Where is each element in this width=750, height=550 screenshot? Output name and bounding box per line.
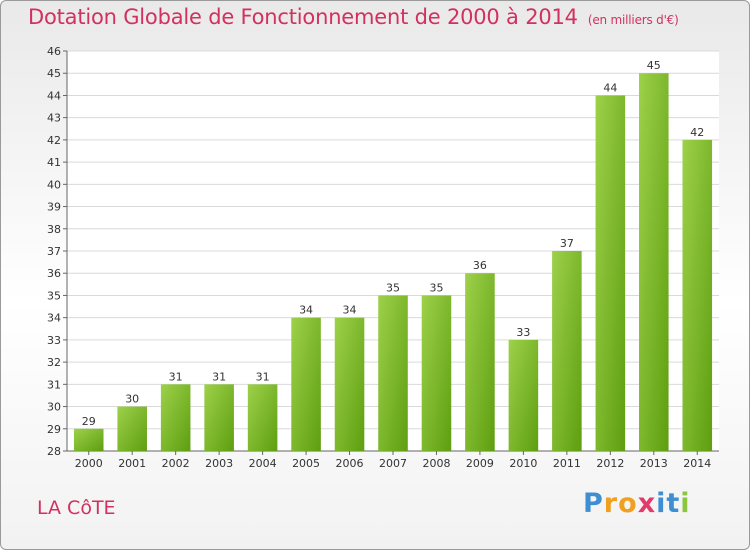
y-tick-label: 33 (47, 334, 61, 347)
brand-letter: i (656, 488, 667, 519)
bar (552, 251, 582, 451)
brand-letter: x (637, 488, 657, 519)
bar-value-label: 42 (690, 126, 704, 139)
bar (117, 406, 147, 451)
brand-letter: o (618, 488, 638, 519)
bar (247, 384, 278, 451)
x-tick-label: 2004 (249, 457, 277, 470)
bar-value-label: 34 (343, 304, 357, 317)
x-tick-label: 2009 (466, 457, 494, 470)
y-tick-label: 29 (47, 423, 61, 436)
brand-logo: Proxiti (583, 488, 691, 519)
bar-value-label: 35 (429, 281, 443, 294)
x-tick-label: 2002 (162, 457, 190, 470)
y-tick-label: 34 (47, 312, 61, 325)
chart-title-main: Dotation Globale de Fonctionnement de 20… (28, 5, 578, 29)
y-tick-label: 39 (47, 201, 61, 214)
y-tick-label: 30 (47, 401, 61, 414)
bar (291, 317, 321, 451)
bar-value-label: 30 (125, 393, 139, 406)
chart-subtitle: (en milliers d'€) (587, 13, 679, 27)
bar-value-label: 31 (256, 370, 270, 383)
y-tick-label: 43 (47, 112, 61, 125)
bar-value-label: 29 (82, 415, 96, 428)
x-tick-label: 2001 (118, 457, 146, 470)
bar (639, 73, 669, 451)
y-tick-label: 40 (47, 178, 61, 191)
x-tick-label: 2012 (596, 457, 624, 470)
bar-value-label: 44 (603, 81, 617, 94)
bar (204, 384, 234, 451)
y-tick-label: 38 (47, 223, 61, 236)
brand-letter: P (583, 488, 604, 519)
bar (73, 428, 104, 451)
brand-letter: r (603, 488, 619, 519)
x-tick-label: 2013 (640, 457, 668, 470)
y-tick-label: 32 (47, 356, 61, 369)
bar (682, 139, 713, 451)
bar-value-label: 33 (516, 326, 530, 339)
brand-letter: t (666, 488, 681, 519)
y-tick-label: 44 (47, 89, 61, 102)
bar-value-label: 37 (560, 237, 574, 250)
x-tick-label: 2011 (553, 457, 581, 470)
x-tick-label: 2010 (509, 457, 537, 470)
bar-value-label: 35 (386, 281, 400, 294)
bar (378, 295, 408, 451)
bar-value-label: 36 (473, 259, 487, 272)
bar (595, 95, 626, 451)
y-tick-label: 31 (47, 378, 61, 391)
x-tick-label: 2014 (683, 457, 711, 470)
x-tick-label: 2008 (422, 457, 450, 470)
x-tick-label: 2006 (336, 457, 364, 470)
y-tick-label: 35 (47, 289, 61, 302)
bar (421, 295, 452, 451)
y-tick-label: 36 (47, 267, 61, 280)
bar-value-label: 34 (299, 304, 313, 317)
bar (334, 317, 365, 451)
y-tick-label: 46 (47, 45, 61, 58)
x-tick-label: 2000 (75, 457, 103, 470)
bar-value-label: 45 (647, 59, 661, 72)
y-tick-label: 42 (47, 134, 61, 147)
bar-value-label: 31 (169, 370, 183, 383)
bar (465, 273, 495, 451)
bar (508, 339, 539, 451)
commune-name: LA CôTE (37, 497, 116, 519)
x-tick-label: 2007 (379, 457, 407, 470)
bar (160, 384, 191, 451)
chart-title: Dotation Globale de Fonctionnement de 20… (28, 5, 679, 29)
y-tick-label: 41 (47, 156, 61, 169)
x-tick-label: 2003 (205, 457, 233, 470)
y-tick-label: 37 (47, 245, 61, 258)
x-tick-label: 2005 (292, 457, 320, 470)
brand-letter: i (680, 488, 691, 519)
y-tick-label: 28 (47, 445, 61, 458)
y-tick-label: 45 (47, 67, 61, 80)
bar-value-label: 31 (212, 370, 226, 383)
